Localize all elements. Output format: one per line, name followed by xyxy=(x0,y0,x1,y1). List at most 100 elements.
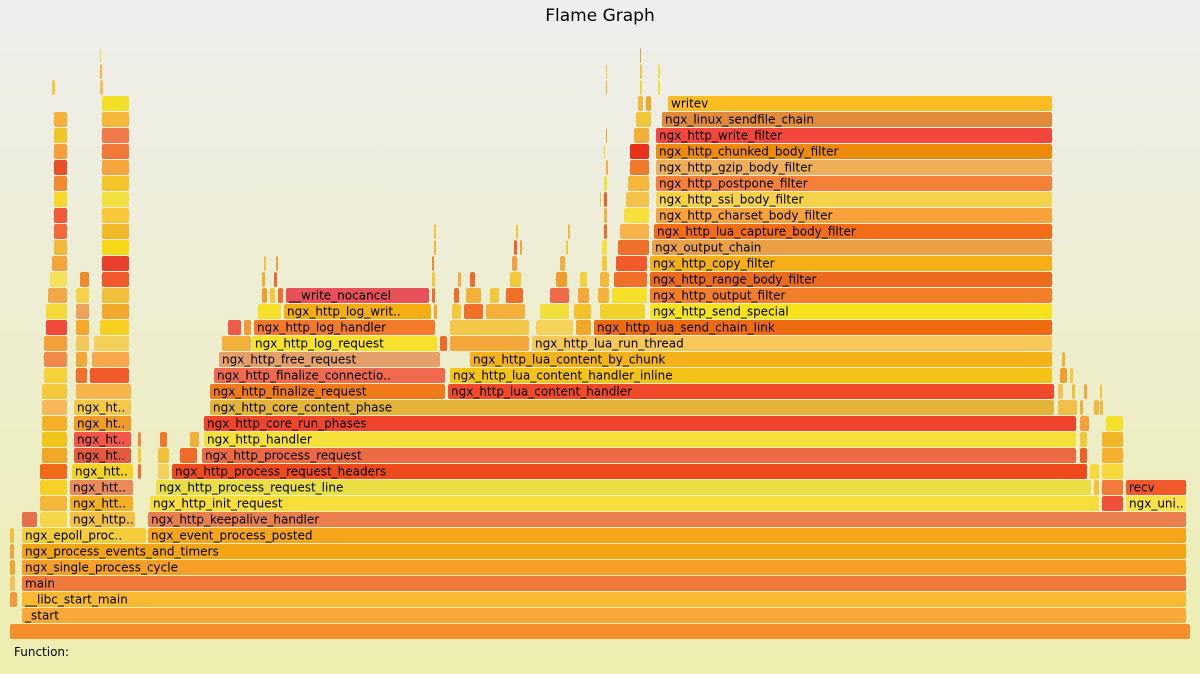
frame-bar[interactable] xyxy=(1090,464,1099,479)
frame-bar[interactable] xyxy=(1102,432,1123,447)
frame-bar[interactable] xyxy=(148,512,1186,527)
frame[interactable]: ngx_epoll_proc.. xyxy=(22,528,146,543)
frame[interactable] xyxy=(486,304,525,319)
frame-bar[interactable] xyxy=(54,192,67,207)
frame[interactable] xyxy=(630,144,649,159)
frame[interactable] xyxy=(434,240,436,255)
frame[interactable] xyxy=(44,368,67,383)
frame[interactable]: ngx_http_lua_run_thread xyxy=(532,336,1052,351)
frame-bar[interactable] xyxy=(604,144,605,159)
frame-bar[interactable] xyxy=(440,336,447,351)
frame[interactable] xyxy=(102,112,129,127)
frame[interactable] xyxy=(1072,384,1075,399)
frame-bar[interactable] xyxy=(1102,496,1123,511)
frame-bar[interactable] xyxy=(656,208,1052,223)
frame[interactable]: ngx_http_process_request xyxy=(202,448,1076,463)
frame[interactable] xyxy=(274,272,277,287)
frame[interactable] xyxy=(54,192,67,207)
frame-bar[interactable] xyxy=(658,80,660,95)
frame-bar[interactable] xyxy=(102,208,129,223)
frame[interactable] xyxy=(1084,384,1087,399)
frame-bar[interactable] xyxy=(1094,400,1099,415)
frame[interactable] xyxy=(54,208,67,223)
frame-bar[interactable] xyxy=(44,352,67,367)
frame-bar[interactable] xyxy=(656,128,1052,143)
frame[interactable] xyxy=(76,384,131,399)
frame-bar[interactable] xyxy=(650,256,1052,271)
frame-bar[interactable] xyxy=(42,432,67,447)
frame[interactable] xyxy=(54,176,67,191)
frame[interactable]: ngx_process_events_and_timers xyxy=(22,544,1186,559)
frame[interactable] xyxy=(102,208,129,223)
frame-bar[interactable] xyxy=(1062,352,1065,367)
frame[interactable] xyxy=(10,528,14,543)
frame[interactable]: ngx_http_lua_content_handler xyxy=(448,384,1054,399)
frame[interactable] xyxy=(1080,448,1087,463)
frame[interactable]: writev xyxy=(668,96,1052,111)
frame[interactable]: ngx_http_finalize_request xyxy=(210,384,445,399)
frame-bar[interactable] xyxy=(650,288,1052,303)
frame-bar[interactable] xyxy=(566,240,568,255)
frame[interactable] xyxy=(556,272,567,287)
frame-bar[interactable] xyxy=(204,432,1076,447)
frame-bar[interactable] xyxy=(190,432,199,447)
frame-bar[interactable] xyxy=(506,288,523,303)
frame[interactable]: recv xyxy=(1126,480,1186,495)
frame-bar[interactable] xyxy=(54,208,67,223)
frame[interactable]: ngx_htt.. xyxy=(70,480,133,495)
frame[interactable]: ngx_uni.. xyxy=(1126,496,1186,511)
frame[interactable] xyxy=(102,224,129,239)
frame-bar[interactable] xyxy=(102,96,129,111)
frame[interactable] xyxy=(102,240,129,255)
frame[interactable] xyxy=(102,192,129,207)
frame[interactable] xyxy=(76,320,89,335)
frame-bar[interactable] xyxy=(244,320,251,335)
frame-bar[interactable] xyxy=(662,112,1052,127)
frame-bar[interactable] xyxy=(156,480,1091,495)
frame-bar[interactable] xyxy=(636,112,651,127)
frame-bar[interactable] xyxy=(102,160,129,175)
frame[interactable] xyxy=(602,256,607,271)
frame[interactable] xyxy=(54,240,67,255)
frame[interactable] xyxy=(90,368,129,383)
frame[interactable] xyxy=(76,304,89,319)
frame-bar[interactable] xyxy=(658,64,660,79)
frame-bar[interactable] xyxy=(22,512,37,527)
frame-bar[interactable] xyxy=(54,176,67,191)
frame-bar[interactable] xyxy=(74,432,131,447)
frame-bar[interactable] xyxy=(434,240,436,255)
frame-bar[interactable] xyxy=(180,448,197,463)
frame-bar[interactable] xyxy=(80,272,89,287)
frame[interactable] xyxy=(470,272,475,287)
frame[interactable] xyxy=(458,272,461,287)
frame[interactable]: ngx_http_lua_content_handler_inline xyxy=(450,368,1052,383)
frame[interactable] xyxy=(222,336,251,351)
frame[interactable] xyxy=(450,320,529,335)
frame-bar[interactable] xyxy=(606,64,607,79)
frame-bar[interactable] xyxy=(432,256,434,271)
frame[interactable] xyxy=(604,176,607,191)
frame-bar[interactable] xyxy=(54,128,67,143)
frame-bar[interactable] xyxy=(10,528,14,543)
frame-bar[interactable] xyxy=(102,256,129,271)
frame[interactable]: __write_nocancel xyxy=(286,288,429,303)
frame[interactable] xyxy=(40,496,67,511)
frame-bar[interactable] xyxy=(510,272,521,287)
frame-bar[interactable] xyxy=(10,560,15,575)
frame-bar[interactable] xyxy=(556,272,567,287)
frame-bar[interactable] xyxy=(76,368,87,383)
frame[interactable] xyxy=(76,288,89,303)
frame[interactable] xyxy=(158,464,169,479)
frame-bar[interactable] xyxy=(44,368,67,383)
frame-bar[interactable] xyxy=(22,592,1186,607)
frame[interactable] xyxy=(520,240,522,255)
frame[interactable]: ngx_http_lua_send_chain_link xyxy=(594,320,1052,335)
frame[interactable]: ngx_http_handler xyxy=(204,432,1076,447)
frame[interactable] xyxy=(568,224,570,239)
frame[interactable] xyxy=(102,304,129,319)
frame-bar[interactable] xyxy=(1080,416,1089,431)
frame[interactable] xyxy=(264,256,266,271)
frame-bar[interactable] xyxy=(606,208,607,223)
frame[interactable] xyxy=(102,256,129,271)
frame[interactable] xyxy=(630,160,649,175)
